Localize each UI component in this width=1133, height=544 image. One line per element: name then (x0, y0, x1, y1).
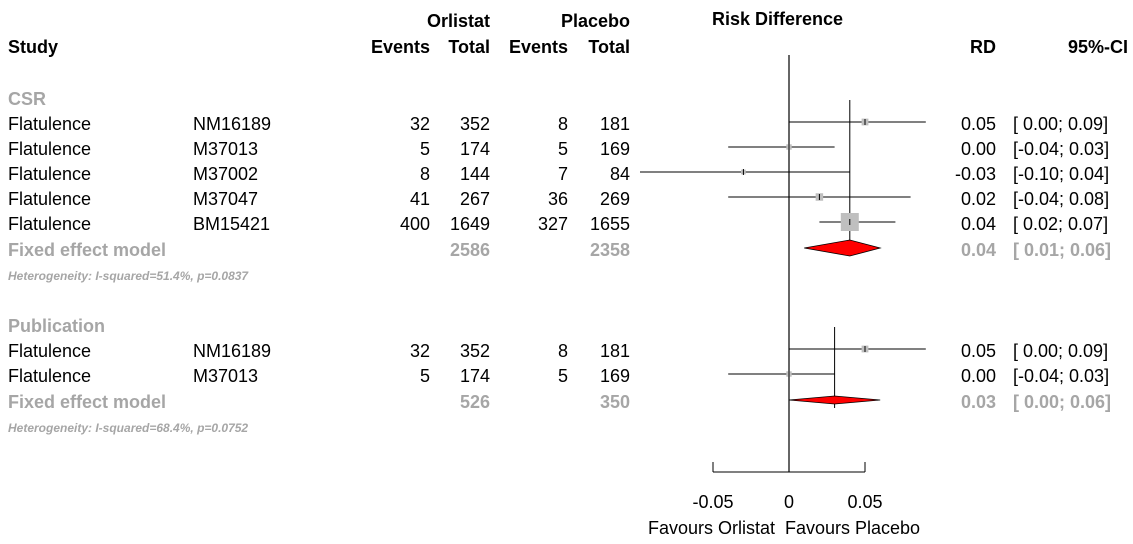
study-id-cell: M37013 (193, 139, 259, 159)
pooled-diamond (788, 395, 881, 405)
x-tick-label: 0 (784, 492, 794, 512)
outcome-cell: Flatulence (8, 139, 92, 159)
rd-cell: 0.05 (960, 341, 996, 361)
events2-cell: 327 (537, 214, 568, 234)
events1-header: Events (370, 37, 430, 57)
events1-cell: 8 (419, 164, 430, 184)
subgroup-label: Publication (8, 316, 106, 336)
rd-cell: 0.00 (960, 139, 996, 159)
rd-cell: 0.02 (960, 189, 996, 209)
total2-header: Total (588, 37, 630, 57)
pooled-rd: 0.04 (960, 240, 996, 260)
group2-header: Placebo (560, 11, 630, 31)
rd-cell: 0.00 (960, 366, 996, 386)
favours-right-label: Favours Placebo (785, 518, 920, 538)
total2-cell: 181 (599, 341, 630, 361)
ci-cell: [ 0.02; 0.07] (1013, 214, 1109, 234)
total1-header: Total (448, 37, 490, 57)
events2-cell: 8 (557, 114, 568, 134)
group1-header: Orlistat (426, 11, 490, 31)
pooled-total2: 350 (599, 392, 630, 412)
events2-cell: 8 (557, 341, 568, 361)
study-id-cell: M37013 (193, 366, 259, 386)
events1-cell: 5 (419, 139, 430, 159)
outcome-cell: Flatulence (8, 189, 92, 209)
total1-cell: 174 (459, 139, 490, 159)
pooled-ci: [ 0.00; 0.06] (1013, 392, 1112, 412)
events1-cell: 32 (409, 341, 430, 361)
rd-cell: 0.05 (960, 114, 996, 134)
ci-cell: [-0.04; 0.03] (1013, 139, 1110, 159)
x-tick-label: -0.05 (692, 492, 733, 512)
total1-cell: 1649 (449, 214, 490, 234)
rd-header: RD (970, 37, 996, 57)
rd-cell: 0.04 (960, 214, 996, 234)
ci-cell: [ 0.00; 0.09] (1013, 341, 1109, 361)
total1-cell: 352 (459, 341, 490, 361)
outcome-cell: Flatulence (8, 214, 92, 234)
total2-cell: 269 (599, 189, 630, 209)
ci-header: 95%-CI (1067, 37, 1128, 57)
total2-cell: 1655 (589, 214, 630, 234)
pooled-total1: 526 (459, 392, 490, 412)
study-header: Study (8, 37, 59, 57)
pooled-label: Fixed effect model (8, 240, 167, 260)
total1-cell: 267 (459, 189, 490, 209)
ci-cell: [-0.10; 0.04] (1013, 164, 1110, 184)
total2-cell: 169 (599, 139, 630, 159)
events1-cell: 5 (419, 366, 430, 386)
pooled-ci: [ 0.01; 0.06] (1013, 240, 1112, 260)
total2-cell: 181 (599, 114, 630, 134)
events1-cell: 41 (409, 189, 430, 209)
events1-cell: 32 (409, 114, 430, 134)
study-id-cell: NM16189 (193, 341, 272, 361)
events2-cell: 5 (557, 139, 568, 159)
outcome-cell: Flatulence (8, 114, 92, 134)
events1-cell: 400 (399, 214, 430, 234)
rd-cell: -0.03 (954, 164, 996, 184)
x-tick-label: 0.05 (847, 492, 882, 512)
pooled-total1: 2586 (449, 240, 490, 260)
ci-cell: [ 0.00; 0.09] (1013, 114, 1109, 134)
plot-title: Risk Difference (712, 9, 844, 29)
favours-left-label: Favours Orlistat (648, 518, 775, 538)
study-id-cell: NM16189 (193, 114, 272, 134)
ci-cell: [-0.04; 0.08] (1013, 189, 1110, 209)
events2-cell: 5 (557, 366, 568, 386)
pooled-label: Fixed effect model (8, 392, 167, 412)
events2-cell: 36 (547, 189, 568, 209)
subgroup-label: CSR (8, 89, 47, 109)
pooled-diamond (804, 239, 882, 257)
study-id-cell: BM15421 (193, 214, 271, 234)
study-id-cell: M37002 (193, 164, 259, 184)
pooled-rd: 0.03 (960, 392, 996, 412)
heterogeneity-note: Heterogeneity: I-squared=51.4%, p=0.0837 (8, 269, 249, 283)
events2-cell: 7 (557, 164, 568, 184)
total1-cell: 174 (459, 366, 490, 386)
study-id-cell: M37047 (193, 189, 259, 209)
pooled-total2: 2358 (589, 240, 630, 260)
ci-cell: [-0.04; 0.03] (1013, 366, 1110, 386)
events2-header: Events (508, 37, 568, 57)
outcome-cell: Flatulence (8, 164, 92, 184)
total1-cell: 144 (459, 164, 490, 184)
outcome-cell: Flatulence (8, 341, 92, 361)
total2-cell: 84 (609, 164, 630, 184)
total1-cell: 352 (459, 114, 490, 134)
total2-cell: 169 (599, 366, 630, 386)
outcome-cell: Flatulence (8, 366, 92, 386)
heterogeneity-note: Heterogeneity: I-squared=68.4%, p=0.0752 (8, 421, 249, 435)
